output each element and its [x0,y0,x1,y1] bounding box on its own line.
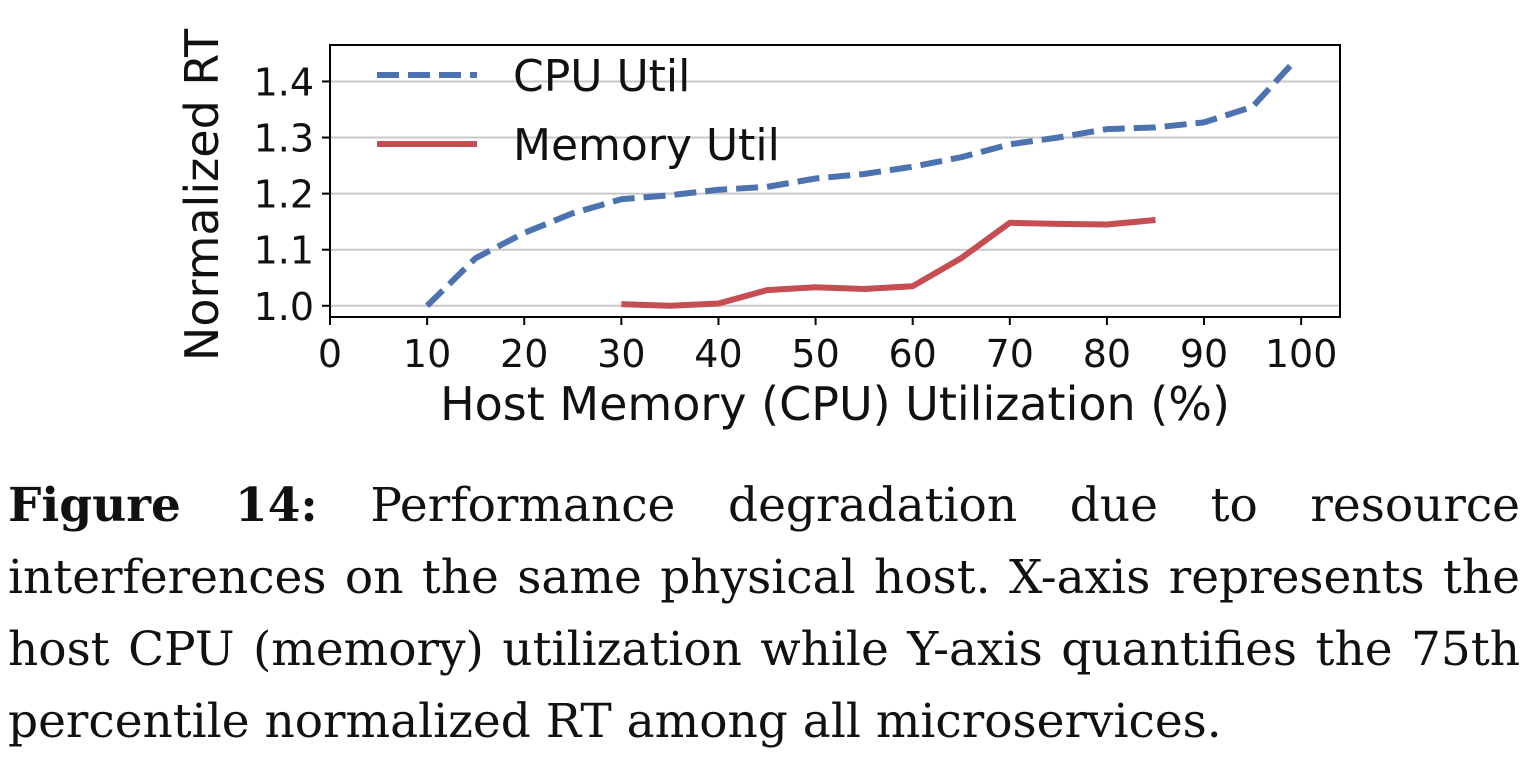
x-tick-label: 30 [597,332,645,376]
axis-ticks: 1.0 1.1 1.2 1.3 1.4 0 10 20 30 40 50 60 70 80 90 100 [254,60,1338,376]
x-tick-label: 20 [500,332,548,376]
x-tick-label: 40 [694,332,742,376]
caption-label: Figure 14: [8,478,318,533]
series-line-memory-util [621,217,1156,309]
y-axis-label: Normalized RT [175,28,229,361]
x-tick-label: 60 [889,332,937,376]
legend-label-cpu-util: CPU Util [513,51,690,102]
x-tick-label: 50 [791,332,839,376]
x-tick-label: 10 [403,332,451,376]
legend: CPU Util Memory Util [377,51,780,171]
y-tick-label: 1.2 [254,173,314,217]
x-tick-label: 90 [1180,332,1228,376]
legend-label-memory-util: Memory Util [513,120,780,171]
series-line-cpu-util [424,62,1294,308]
grid-lines [330,80,1340,307]
x-tick-label: 0 [318,332,342,376]
caption-text: Performance degradation due to resource … [8,478,1520,749]
y-tick-label: 1.4 [254,60,314,104]
x-axis-label: Host Memory (CPU) Utilization (%) [440,377,1230,431]
y-tick-label: 1.3 [254,117,314,161]
series-lines [424,62,1294,309]
x-tick-label: 70 [986,332,1034,376]
x-tick-label: 100 [1265,332,1338,376]
y-tick-label: 1.0 [254,285,314,329]
y-tick-label: 1.1 [254,229,314,273]
plot-frame [329,44,1341,318]
figure-caption: Figure 14: Performance degradation due t… [8,470,1520,758]
line-chart: 1.0 1.1 1.2 1.3 1.4 0 10 20 30 40 50 60 70 80 90 100 Ho… [175,28,1341,431]
x-tick-label: 80 [1083,332,1131,376]
